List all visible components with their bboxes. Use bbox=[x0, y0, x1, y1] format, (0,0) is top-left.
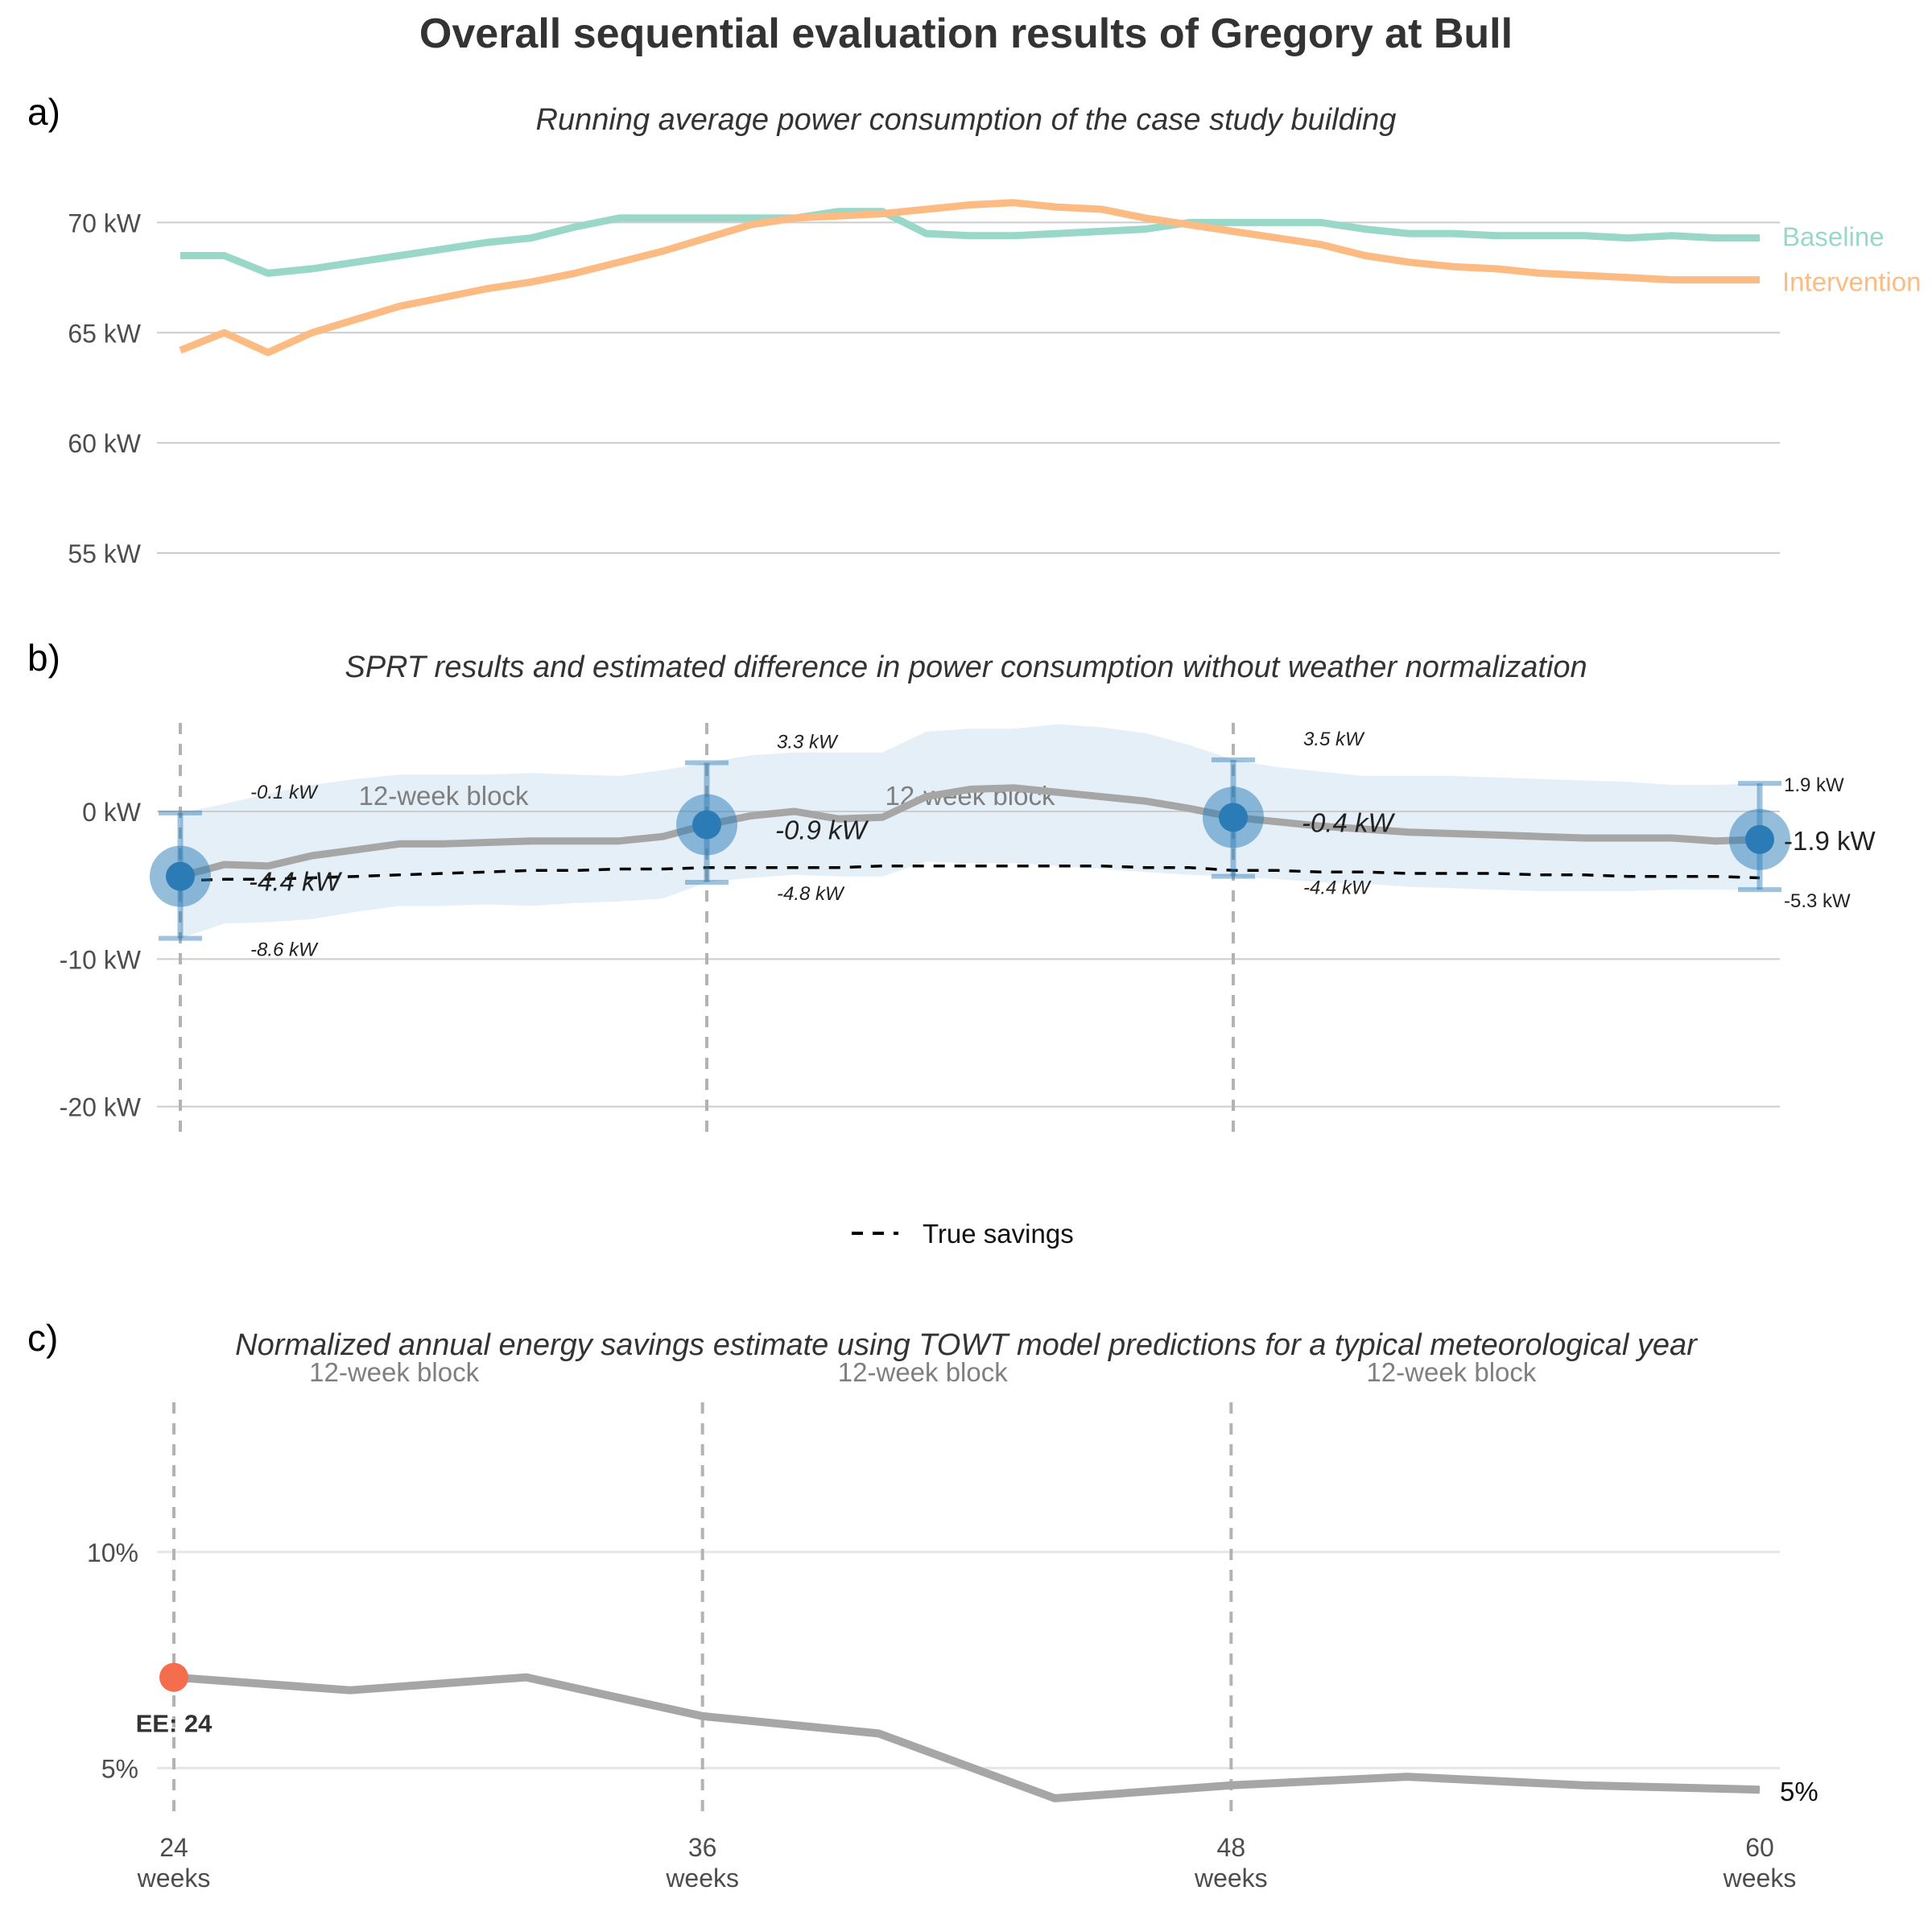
x-tick-unit-label: weeks bbox=[1194, 1864, 1268, 1893]
panel-a-ytick-label: 60 kW bbox=[68, 429, 141, 458]
panel-b-ytick-label: -10 kW bbox=[60, 945, 142, 974]
sprt-upper-label: 1.9 kW bbox=[1784, 774, 1844, 796]
panel-a-series-label-intervention: Intervention bbox=[1782, 267, 1921, 297]
sprt-estimate-label: -0.4 kW bbox=[1302, 807, 1396, 837]
legend-true-savings-label: True savings bbox=[923, 1219, 1074, 1249]
sprt-lower-label: -4.8 kW bbox=[777, 883, 845, 905]
x-tick-unit-label: weeks bbox=[665, 1864, 739, 1893]
panel-a-ytick-label: 70 kW bbox=[68, 208, 141, 237]
chart-title: Overall sequential evaluation results of… bbox=[419, 10, 1513, 57]
sprt-upper-label: 3.3 kW bbox=[777, 732, 839, 753]
panel-c-block-label: 12-week block bbox=[1366, 1357, 1536, 1387]
panel-b-ytick-label: 0 kW bbox=[82, 798, 142, 827]
panel-c-title: Normalized annual energy savings estimat… bbox=[235, 1328, 1697, 1362]
sprt-estimate-label: -4.4 kW bbox=[249, 867, 343, 897]
sprt-estimate-label: -0.9 kW bbox=[775, 815, 869, 845]
panel-b-ytick-label: -20 kW bbox=[60, 1093, 142, 1122]
panel-a-title: Running average power consumption of the… bbox=[535, 103, 1397, 137]
early-exit-point bbox=[159, 1662, 188, 1692]
panel-a-ytick-label: 55 kW bbox=[68, 539, 141, 568]
panel-c-ytick-label: 5% bbox=[101, 1754, 138, 1783]
sprt-point bbox=[166, 861, 195, 891]
sprt-upper-label: 3.5 kW bbox=[1303, 729, 1365, 750]
panel-c-block-label: 12-week block bbox=[309, 1357, 479, 1387]
x-tick-label: 60 bbox=[1745, 1833, 1774, 1862]
sprt-lower-label: -8.6 kW bbox=[250, 939, 319, 961]
early-exit-label: EE: 24 bbox=[136, 1710, 213, 1738]
x-tick-label: 24 bbox=[159, 1833, 188, 1862]
panel-a-ytick-label: 65 kW bbox=[68, 319, 141, 348]
panel-b-title: SPRT results and estimated difference in… bbox=[345, 650, 1587, 684]
sprt-estimate-label: -1.9 kW bbox=[1784, 826, 1876, 856]
panel-b-ci-band bbox=[180, 724, 1760, 939]
panel-c-savings-line bbox=[173, 1673, 1761, 1802]
x-tick-label: 36 bbox=[688, 1833, 717, 1862]
panel-a-series-line-intervention bbox=[179, 199, 1760, 357]
panel-b-label: b) bbox=[27, 637, 60, 679]
panel-b-block-label: 12-week block bbox=[359, 781, 529, 811]
panel-c-block-label: 12-week block bbox=[838, 1357, 1008, 1387]
x-tick-unit-label: weeks bbox=[137, 1864, 211, 1893]
x-tick-label: 48 bbox=[1217, 1833, 1246, 1862]
panel-c-label: c) bbox=[27, 1317, 59, 1359]
panel-c-ytick-label: 10% bbox=[87, 1538, 138, 1567]
sprt-point bbox=[1219, 803, 1248, 832]
sprt-upper-label: -0.1 kW bbox=[250, 782, 319, 803]
panel-b-difference-line bbox=[179, 784, 1761, 881]
panel-c-end-label: 5% bbox=[1780, 1777, 1818, 1806]
sprt-lower-label: -5.3 kW bbox=[1784, 890, 1851, 912]
sprt-point bbox=[1745, 824, 1774, 854]
sprt-point bbox=[692, 810, 721, 840]
panel-a-label: a) bbox=[27, 91, 60, 133]
sprt-lower-label: -4.4 kW bbox=[1303, 877, 1372, 899]
panel-a-series-line-baseline bbox=[180, 208, 1760, 277]
panel-a-series-label-baseline: Baseline bbox=[1782, 222, 1885, 252]
x-tick-unit-label: weeks bbox=[1723, 1864, 1797, 1893]
